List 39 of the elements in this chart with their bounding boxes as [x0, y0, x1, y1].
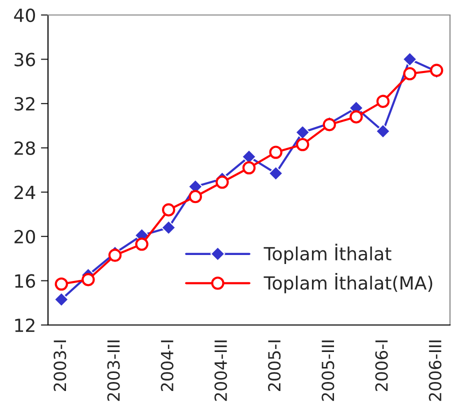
legend-label: Toplam İthalat [264, 244, 392, 264]
x-tick-label: 2004-I [160, 340, 174, 392]
x-tick-label: 2005-III [322, 340, 334, 401]
point [295, 124, 310, 140]
point [376, 124, 390, 139]
y-tick-label: 24 [14, 186, 36, 200]
point [216, 176, 229, 189]
point [162, 203, 176, 216]
x-tick-label: 2003-III [107, 340, 120, 401]
y-tick-label: 32 [14, 97, 34, 111]
point [376, 94, 390, 108]
y-tick-label: 12 [15, 318, 34, 332]
x-tick-label: 2005-I [268, 340, 281, 392]
y-tick-label: 36 [14, 52, 36, 66]
x-tick-label: 2006-I [375, 340, 388, 392]
point [430, 64, 444, 77]
point [402, 52, 418, 67]
point [269, 146, 282, 159]
point [242, 161, 256, 174]
point [161, 220, 176, 235]
point [350, 110, 363, 124]
x-tick-label: 2003-I [54, 340, 66, 392]
point [188, 190, 202, 204]
y-tick-label: 40 [14, 8, 35, 22]
y-tick-label: 28 [14, 141, 35, 155]
x-tick-label: 2006-III [428, 340, 442, 401]
point [54, 277, 68, 291]
x-tick-label: 2004-III [214, 340, 228, 401]
point [54, 292, 69, 307]
y-tick-label: 16 [15, 274, 36, 288]
point [135, 238, 148, 251]
point [296, 138, 310, 152]
point [403, 67, 416, 80]
legend-label: Toplam İthalat(MA) [264, 273, 432, 294]
y-tick-label: 20 [14, 230, 35, 244]
point [82, 273, 95, 286]
point [108, 248, 122, 262]
point [322, 118, 336, 132]
point [268, 166, 284, 181]
